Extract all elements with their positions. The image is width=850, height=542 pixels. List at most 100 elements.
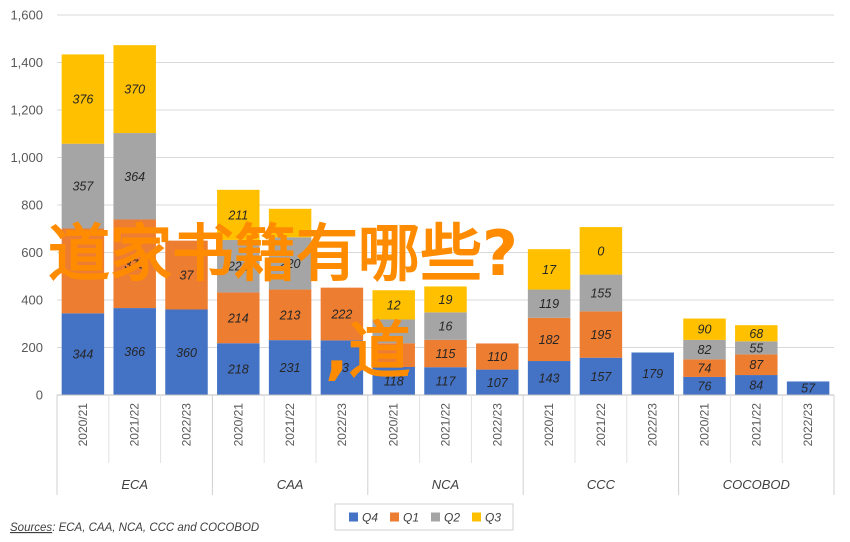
bar-q2: [217, 239, 260, 293]
data-label: 12: [387, 298, 401, 312]
data-label: 23: [334, 361, 349, 375]
data-label: 16: [439, 320, 453, 334]
group-label: CCC: [587, 477, 616, 492]
data-label: 90: [698, 323, 712, 337]
data-label: 68: [749, 327, 763, 341]
group-label: ECA: [121, 477, 148, 492]
bar-q3: [735, 325, 778, 342]
data-label: 195: [590, 328, 611, 342]
bar-q4: [217, 343, 260, 395]
bar-q4: [113, 308, 156, 395]
data-label: 57: [801, 382, 816, 396]
legend-swatch: [349, 512, 358, 522]
bar-q4: [527, 361, 571, 395]
data-label: 0: [597, 244, 604, 258]
bar-q1: [268, 289, 312, 341]
watermark-line-2: ,道: [325, 314, 411, 387]
y-tick-label: 600: [21, 245, 43, 260]
bar-q1: [735, 354, 778, 376]
bar-q1: [165, 240, 208, 310]
period-label: 2021/22: [439, 403, 453, 447]
period-label: 2022/23: [801, 403, 815, 447]
data-label: 213: [279, 308, 301, 322]
y-tick-label: 1,600: [10, 8, 43, 23]
data-label: 157: [590, 370, 612, 384]
bar-q4: [631, 352, 674, 395]
bar-q1: [476, 343, 519, 370]
data-label: 222: [330, 308, 352, 322]
period-label: 2021/22: [749, 403, 763, 447]
bar-q2: [61, 143, 105, 229]
legend-label: Q1: [403, 511, 419, 525]
data-label: 74: [698, 362, 712, 376]
data-label: 220: [279, 257, 301, 271]
period-label: 2022/23: [180, 403, 194, 447]
legend-label: Q4: [362, 511, 378, 525]
period-label: 2021/22: [283, 403, 297, 447]
period-label: 2020/21: [387, 403, 401, 447]
data-label: 110: [487, 350, 507, 364]
y-tick-label: 400: [21, 293, 43, 308]
data-labels: 344 357 376 366 373 364 370 360 37 218 214 221 211 23…: [72, 83, 816, 396]
bar-q3: [61, 54, 105, 144]
data-label: 211: [227, 208, 248, 222]
bar-q3: [113, 45, 156, 134]
legend-label: Q2: [444, 511, 460, 525]
bar-q1: [113, 219, 156, 309]
period-label: 2020/21: [542, 403, 556, 447]
bar-q3: [579, 227, 623, 275]
data-label: 373: [124, 257, 145, 271]
bar-q3: [527, 249, 571, 290]
data-label: 55: [749, 341, 763, 355]
period-label: 2022/23: [646, 403, 660, 447]
data-label: 182: [539, 333, 560, 347]
bar-q3: [424, 286, 467, 313]
bar-q3: [217, 189, 260, 240]
data-label: 155: [590, 286, 611, 300]
bar-q2: [424, 312, 467, 340]
bar-q4: [424, 367, 467, 395]
data-label: 344: [72, 348, 93, 362]
period-label: 2021/22: [594, 403, 608, 447]
data-label: 17: [542, 263, 557, 277]
period-label: 2020/21: [76, 403, 90, 447]
bars: [61, 45, 830, 395]
data-label: 118: [384, 374, 404, 388]
data-label: 218: [227, 363, 249, 377]
legend-swatch: [472, 512, 481, 522]
data-label: 119: [539, 297, 559, 311]
data-label: 360: [176, 346, 197, 360]
group-label: COCOBOD: [723, 477, 790, 492]
bar-q1: [683, 359, 726, 377]
bar-q4: [61, 313, 105, 395]
data-label: 117: [436, 375, 457, 389]
bar-q4: [372, 366, 415, 395]
bar-q1: [217, 292, 260, 344]
bar-q4: [735, 375, 778, 395]
data-label: 84: [749, 379, 763, 393]
period-label: 2021/22: [128, 403, 142, 447]
bar-q2: [527, 289, 571, 318]
bar-q4: [165, 309, 208, 395]
legend-swatch: [390, 512, 399, 522]
data-label: 37: [180, 269, 195, 283]
bar-q2: [113, 133, 156, 220]
y-tick-label: 200: [21, 340, 43, 355]
data-label: 76: [698, 379, 712, 393]
data-label: 231: [279, 361, 301, 375]
bar-q2: [268, 237, 312, 290]
y-tick-label: 1,000: [10, 150, 43, 165]
y-tick-label: 800: [21, 198, 43, 213]
source-text: : ECA, CAA, NCA, CCC and COCOBOD: [52, 522, 259, 534]
data-label: 87: [749, 358, 764, 372]
period-label: 2020/21: [231, 403, 245, 447]
group-label: CAA: [277, 477, 304, 492]
legend-swatch: [431, 512, 440, 522]
bar-q4: [320, 340, 364, 395]
bar-q1: [424, 339, 467, 368]
data-label: 364: [124, 170, 145, 184]
bar-q2: [372, 319, 415, 344]
bar-q4: [476, 369, 519, 395]
data-label: 376: [72, 93, 93, 107]
